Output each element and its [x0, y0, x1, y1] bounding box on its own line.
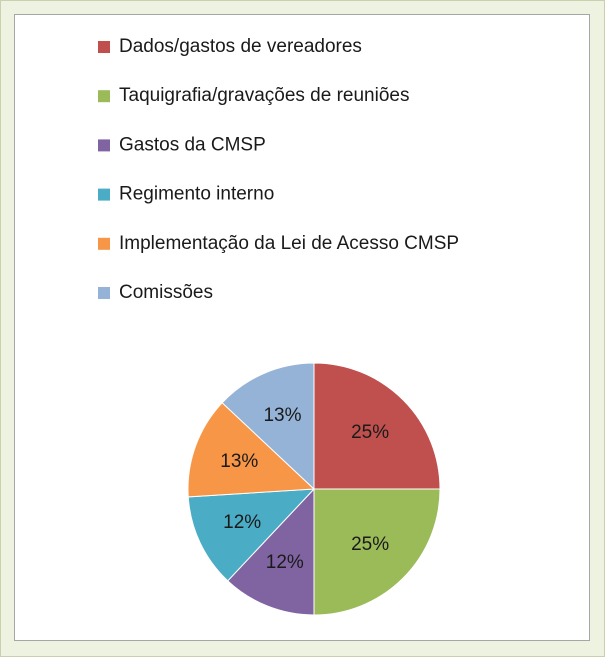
legend-label: Implementação da Lei de Acesso CMSP — [119, 233, 459, 254]
data-label: 25% — [351, 422, 389, 443]
pie-slice — [313, 362, 441, 490]
legend-swatch — [98, 287, 110, 299]
legend-swatch — [98, 90, 110, 103]
data-label: 25% — [351, 534, 389, 555]
legend-swatch — [98, 188, 110, 201]
pie-slice — [227, 487, 315, 616]
legend-swatch — [98, 237, 110, 250]
legend-swatch — [98, 139, 110, 152]
pie-slice — [313, 488, 441, 616]
data-label: 12% — [266, 552, 304, 573]
pie-slice — [187, 402, 316, 498]
legend-label: Gastos da CMSP — [119, 134, 266, 155]
legend-label: Comissões — [119, 282, 213, 303]
pie-slice — [221, 362, 315, 491]
data-label: 13% — [220, 451, 258, 472]
legend-label: Dados/gastos de vereadores — [119, 36, 362, 57]
legend-label: Taquigrafia/gravações de reuniões — [119, 85, 409, 106]
legend-swatch — [98, 41, 110, 53]
legend-label: Regimento interno — [119, 184, 274, 205]
data-label: 13% — [263, 405, 301, 426]
data-label: 12% — [223, 512, 261, 533]
pie-slice — [187, 488, 316, 582]
